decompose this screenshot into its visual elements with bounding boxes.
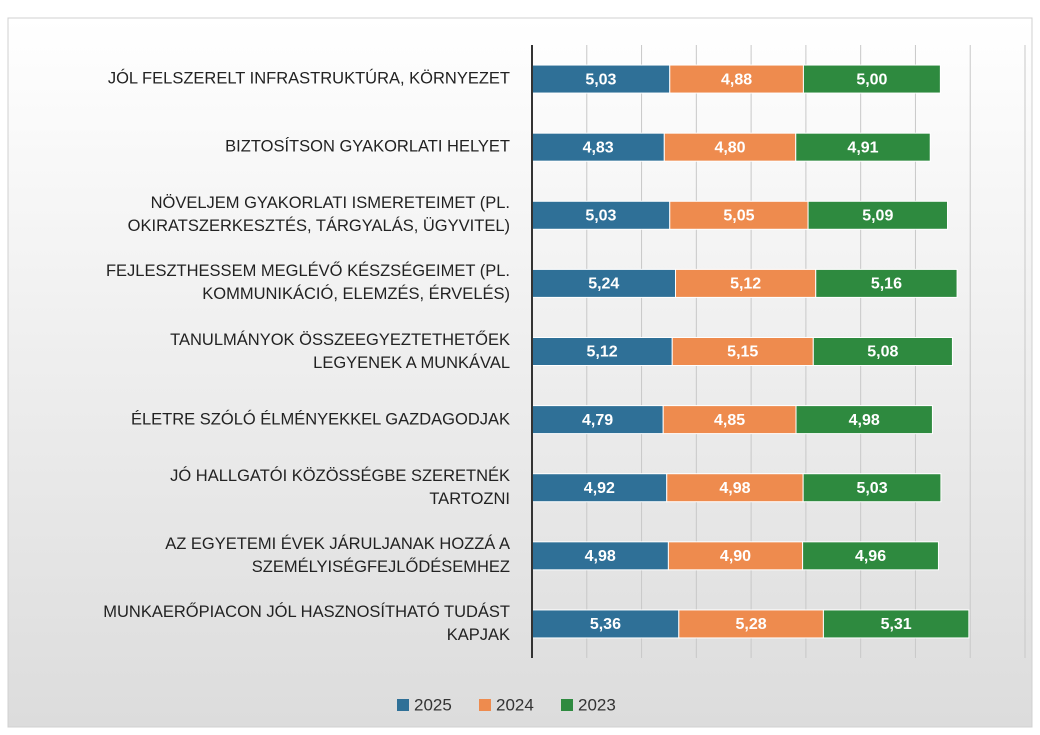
- bar-segment: [531, 268, 677, 298]
- bar-segment: [531, 473, 668, 503]
- bar-segment: [807, 200, 948, 230]
- category-label: JÓL FELSZERELT INFRASTRUKTÚRA, KÖRNYEZET: [107, 69, 510, 88]
- bar-segment: [802, 64, 941, 94]
- bar-segment: [669, 200, 809, 230]
- legend-swatch: [561, 699, 573, 711]
- bar-segment: [822, 609, 970, 639]
- bar-segment: [667, 541, 804, 571]
- value-label: 4,98: [585, 548, 616, 565]
- value-label: 5,08: [867, 344, 898, 361]
- legend-label: 2024: [496, 695, 534, 714]
- value-label: 5,15: [727, 344, 758, 361]
- bar-segment: [795, 132, 931, 162]
- bar-segment: [795, 405, 933, 435]
- category-label: ÉLETRE SZÓLÓ ÉLMÉNYEKKEL GAZDAGODJAK: [131, 410, 510, 429]
- value-label: 4,98: [849, 412, 880, 429]
- category-label: AZ EGYETEMI ÉVEK JÁRULJANAK HOZZÁ A SZEM…: [165, 534, 510, 576]
- legend-swatch: [479, 699, 491, 711]
- value-label: 5,09: [862, 207, 893, 224]
- value-label: 4,90: [720, 548, 751, 565]
- bar-segment: [531, 200, 671, 230]
- value-label: 5,24: [588, 276, 619, 293]
- bar-segment: [666, 473, 804, 503]
- value-label: 4,96: [855, 548, 886, 565]
- bar-segment: [678, 609, 824, 639]
- bar-segment: [531, 132, 665, 162]
- category-label: MUNKAERŐPIACON JÓL HASZNOSÍTHATÓ TUDÁST …: [103, 602, 510, 644]
- bar-segment: [663, 132, 797, 162]
- category-label: NÖVELJEM GYAKORLATI ISMERETEIMET (PL. OK…: [127, 194, 510, 236]
- bar-segment: [531, 337, 673, 366]
- value-label: 5,00: [856, 71, 887, 88]
- value-label: 5,12: [730, 276, 761, 293]
- value-label: 5,31: [881, 616, 912, 633]
- value-label: 5,36: [590, 616, 621, 633]
- value-label: 4,80: [714, 139, 745, 156]
- value-label: 5,12: [587, 344, 618, 361]
- value-label: 4,83: [583, 139, 614, 156]
- value-label: 4,91: [847, 139, 878, 156]
- bar-segment: [531, 405, 664, 435]
- value-label: 5,03: [856, 480, 887, 497]
- bar-segment: [802, 541, 939, 571]
- value-label: 4,92: [584, 480, 615, 497]
- bar-segment: [802, 473, 942, 503]
- value-label: 4,98: [719, 480, 750, 497]
- value-label: 4,85: [714, 412, 745, 429]
- bar-segment: [815, 268, 958, 298]
- category-label: TANULMÁNYOK ÖSSZEEGYEZTETHETŐEK LEGYENEK…: [170, 330, 510, 372]
- legend-label: 2023: [578, 695, 616, 714]
- value-label: 4,79: [582, 412, 613, 429]
- value-label: 5,03: [585, 207, 616, 224]
- category-label: FEJLESZTHESSEM MEGLÉVŐ KÉSZSÉGEIMET (PL.…: [105, 262, 510, 304]
- bar-segment: [662, 405, 797, 435]
- category-label: BIZTOSÍTSON GYAKORLATI HELYET: [225, 137, 510, 156]
- bar-segment: [671, 337, 814, 366]
- value-label: 5,05: [723, 207, 754, 224]
- bar-segment: [675, 268, 817, 298]
- value-label: 4,88: [721, 71, 752, 88]
- value-label: 5,16: [871, 276, 902, 293]
- bar-segment: [669, 64, 804, 94]
- value-label: 5,28: [736, 616, 767, 633]
- bar-segment: [812, 337, 953, 366]
- legend-swatch: [397, 699, 409, 711]
- value-label: 5,03: [585, 71, 616, 88]
- legend-label: 2025: [414, 695, 452, 714]
- category-label: JÓ HALLGATÓI KÖZÖSSÉGBE SZERETNÉK TARTOZ…: [170, 466, 510, 508]
